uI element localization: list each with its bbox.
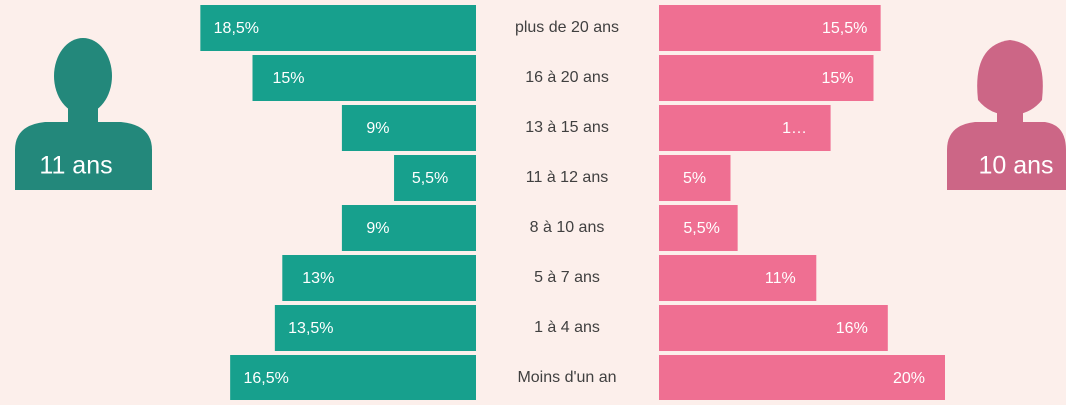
value-label: 20% [893, 370, 925, 387]
category-label: 1 à 4 ans [534, 319, 600, 336]
category-label: plus de 20 ans [515, 19, 619, 36]
value-label: 13,5% [288, 320, 333, 337]
category-label: 16 à 20 ans [525, 69, 609, 86]
bar [394, 155, 476, 201]
value-label: 15% [272, 70, 304, 87]
bar [230, 355, 476, 401]
male-label: 11 ans [39, 152, 112, 180]
value-label: 5,5% [412, 170, 448, 187]
female-icon [947, 40, 1066, 190]
bar [252, 55, 476, 101]
value-label: 18,5% [214, 20, 259, 37]
bar [282, 255, 476, 301]
male-icon [15, 38, 152, 190]
value-label: 1… [782, 120, 807, 137]
bar [659, 155, 731, 201]
value-label: 9% [366, 220, 389, 237]
bar [659, 5, 881, 51]
value-label: 11% [765, 270, 796, 287]
bar [659, 355, 945, 401]
bar [341, 105, 476, 151]
bar [341, 205, 476, 251]
category-label: 5 à 7 ans [534, 269, 600, 286]
value-label: 13% [302, 270, 334, 287]
bar [659, 255, 817, 301]
category-label: 13 à 15 ans [525, 119, 609, 136]
bar [659, 205, 738, 251]
category-label: 11 à 12 ans [526, 169, 608, 186]
value-label: 5% [683, 170, 706, 187]
value-label: 5,5% [683, 220, 719, 237]
value-label: 16,5% [243, 370, 288, 387]
bar [659, 105, 831, 151]
category-label: 8 à 10 ans [530, 219, 605, 236]
bar [274, 305, 476, 351]
value-label: 16% [836, 320, 868, 337]
bar [659, 55, 874, 101]
value-label: 15,5% [822, 20, 867, 37]
category-label: Moins d'un an [517, 369, 616, 386]
value-label: 9% [366, 120, 389, 137]
female-label: 10 ans [978, 152, 1053, 180]
value-label: 15% [821, 70, 853, 87]
bar [659, 305, 888, 351]
bar [200, 5, 476, 51]
